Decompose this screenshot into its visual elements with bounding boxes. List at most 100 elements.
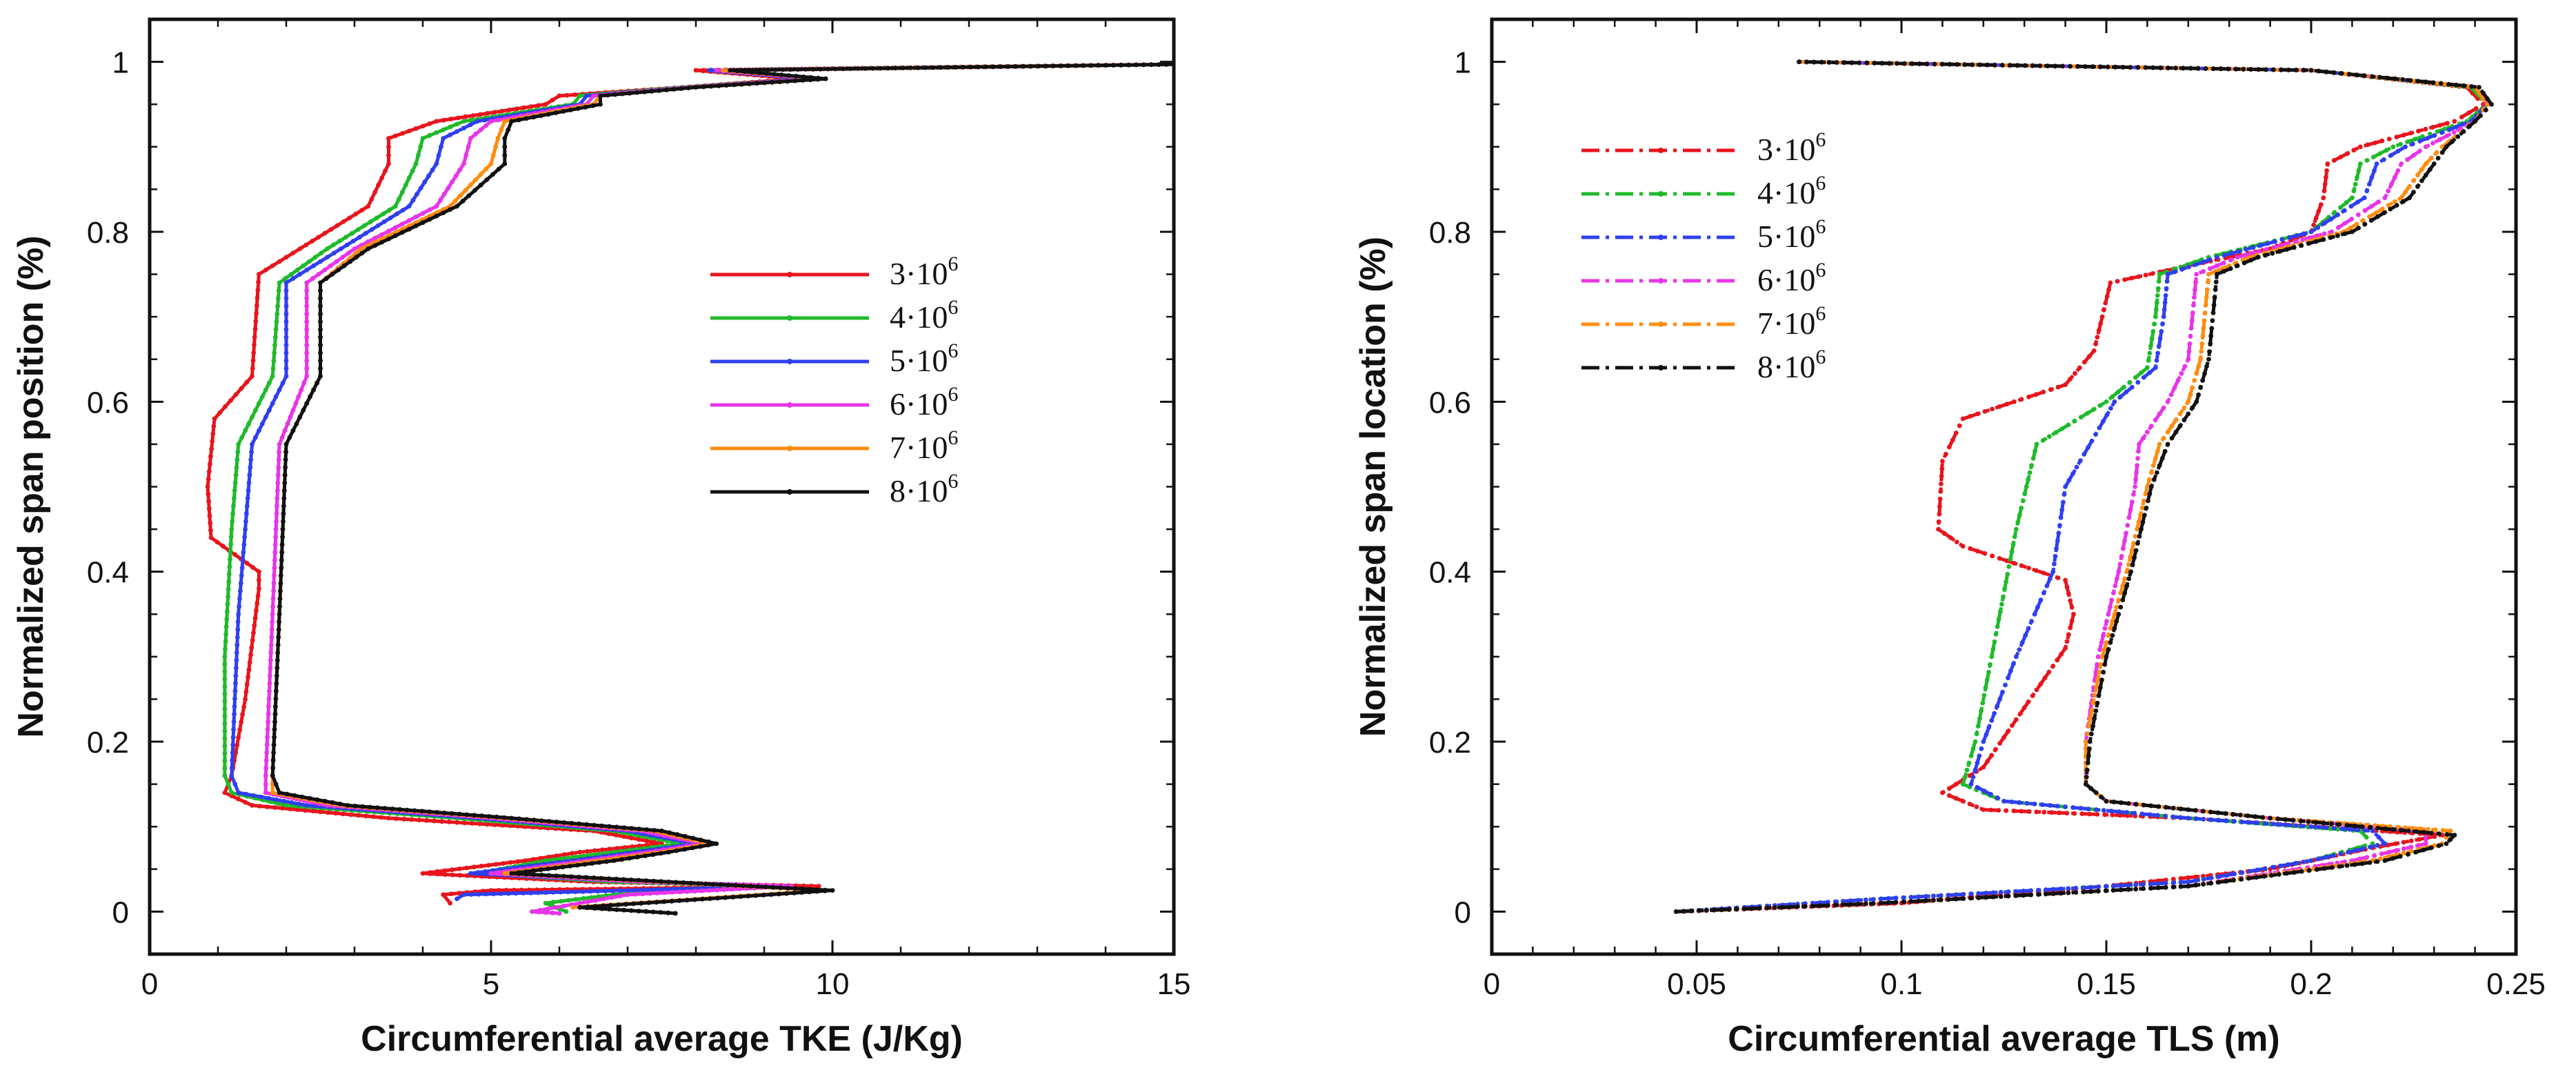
data-point <box>222 743 228 749</box>
data-point <box>1938 897 1944 902</box>
data-point <box>471 864 477 870</box>
data-point <box>366 246 371 251</box>
data-point <box>710 882 716 887</box>
data-point <box>2204 295 2209 300</box>
data-point <box>1992 639 1997 644</box>
data-point <box>2335 826 2341 832</box>
data-point <box>265 804 270 809</box>
data-point <box>2293 823 2299 829</box>
data-point <box>2362 73 2367 79</box>
data-point <box>2154 300 2159 305</box>
data-point <box>728 68 732 73</box>
data-point <box>693 68 699 73</box>
data-point <box>2427 167 2433 172</box>
data-point <box>376 182 381 188</box>
data-point <box>2022 63 2028 68</box>
data-point <box>2446 81 2451 87</box>
data-point <box>2328 826 2333 831</box>
data-point <box>2066 422 2071 428</box>
data-point <box>1988 662 1993 667</box>
data-point <box>2202 310 2208 315</box>
data-point <box>560 864 566 870</box>
data-point <box>1036 63 1041 69</box>
data-point <box>606 907 612 912</box>
data-point <box>406 128 412 134</box>
data-point <box>2017 647 2022 652</box>
data-point <box>502 871 508 876</box>
data-point <box>2048 387 2053 393</box>
legend-base: 4·10 <box>1757 175 1815 210</box>
data-point <box>322 798 328 804</box>
data-point <box>274 681 279 686</box>
data-point <box>2126 801 2131 806</box>
data-point <box>441 210 446 215</box>
data-point <box>1681 909 1686 914</box>
data-point <box>240 712 245 717</box>
data-point <box>311 263 316 268</box>
data-point <box>531 872 537 878</box>
data-point <box>2395 168 2401 173</box>
data-point <box>2141 375 2146 380</box>
data-point <box>2172 385 2177 390</box>
data-point <box>2196 392 2201 397</box>
data-point <box>2147 370 2153 375</box>
data-point <box>1849 60 1855 66</box>
data-point <box>2003 682 2008 688</box>
data-point <box>584 93 589 99</box>
data-point <box>682 847 687 852</box>
data-point <box>352 803 358 809</box>
data-point <box>2308 68 2314 73</box>
data-point <box>2064 811 2070 815</box>
data-point <box>485 110 490 116</box>
data-point <box>458 193 463 198</box>
data-point <box>2008 669 2013 673</box>
data-point <box>583 875 589 880</box>
data-point <box>2060 63 2066 69</box>
data-point <box>248 457 254 462</box>
data-point <box>270 758 276 763</box>
data-point <box>222 758 228 764</box>
data-point <box>446 186 451 190</box>
data-point <box>222 729 228 733</box>
data-point <box>483 869 488 874</box>
data-point <box>328 263 333 268</box>
data-point <box>2200 333 2206 339</box>
data-point <box>2151 477 2157 482</box>
data-point <box>330 272 335 277</box>
data-point <box>808 887 812 892</box>
data-point <box>2009 549 2015 555</box>
data-point <box>234 642 240 648</box>
data-point <box>2375 842 2380 848</box>
data-point <box>2236 249 2241 254</box>
data-point <box>761 892 766 898</box>
data-point <box>2438 81 2444 86</box>
data-point <box>461 892 466 898</box>
data-point <box>2203 66 2208 71</box>
data-point <box>2163 884 2168 890</box>
data-point <box>234 657 239 663</box>
data-point <box>442 811 447 815</box>
data-point <box>2081 885 2086 891</box>
data-point <box>2097 64 2103 70</box>
data-point <box>2154 358 2159 363</box>
legend-exponent: 6 <box>1815 172 1826 195</box>
data-point <box>2097 647 2103 652</box>
data-point <box>2118 604 2124 610</box>
data-point <box>2066 890 2071 895</box>
data-point <box>2359 861 2365 867</box>
data-point <box>230 519 235 524</box>
data-point <box>2284 871 2289 876</box>
data-point <box>222 699 228 704</box>
data-point <box>245 495 250 501</box>
data-point <box>2417 148 2422 154</box>
data-point <box>479 813 484 818</box>
data-point <box>492 822 497 827</box>
data-point <box>226 586 231 592</box>
data-point <box>701 84 706 90</box>
data-point <box>250 374 254 379</box>
data-point <box>2250 245 2256 250</box>
data-point <box>1864 60 1870 66</box>
data-point <box>2150 328 2156 334</box>
data-point <box>563 909 569 914</box>
data-point <box>2300 237 2306 242</box>
